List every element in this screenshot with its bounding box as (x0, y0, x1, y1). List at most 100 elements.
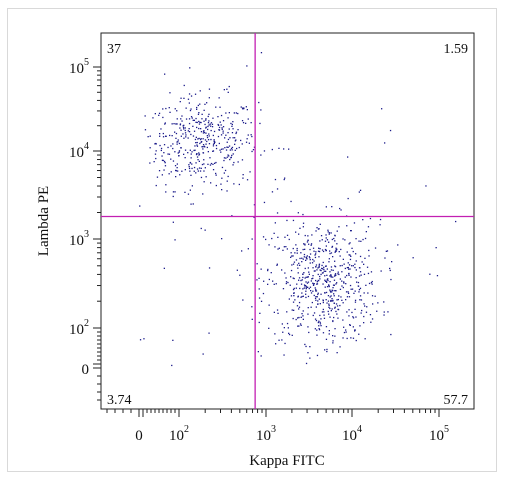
scatter-point (162, 159, 164, 162)
scatter-point (379, 218, 382, 221)
scatter-point (277, 312, 279, 314)
scatter-point (351, 311, 353, 314)
scatter-point (251, 318, 253, 320)
scatter-point (294, 299, 296, 301)
scatter-point (301, 261, 303, 263)
scatter-point (315, 299, 317, 301)
scatter-point (346, 296, 349, 298)
scatter-point (353, 222, 356, 224)
scatter-point (315, 288, 317, 291)
scatter-point (174, 191, 176, 193)
scatter-point (338, 295, 340, 297)
scatter-point (199, 121, 201, 123)
scatter-point (355, 269, 357, 271)
scatter-point (335, 283, 337, 285)
scatter-point (340, 296, 342, 298)
scatter-point (340, 248, 342, 251)
scatter-point (253, 204, 256, 206)
scatter-point (217, 116, 219, 118)
scatter-point (201, 113, 203, 115)
scatter-point (222, 130, 224, 132)
scatter-point (335, 247, 337, 249)
scatter-point (360, 312, 362, 314)
scatter-point (149, 162, 151, 164)
scatter-point (302, 248, 304, 251)
scatter-point (179, 101, 181, 103)
scatter-point (365, 311, 368, 313)
scatter-point (344, 239, 346, 241)
scatter-point (334, 273, 337, 275)
scatter-point (370, 321, 372, 323)
scatter-point (268, 304, 270, 306)
scatter-point (285, 246, 287, 248)
scatter-point (178, 142, 181, 145)
scatter-point (227, 138, 230, 141)
scatter-point (263, 201, 266, 204)
scatter-point (274, 222, 276, 224)
scatter-point (381, 108, 383, 110)
scatter-point (330, 252, 333, 254)
scatter-point (218, 129, 220, 131)
scatter-point (312, 277, 314, 279)
scatter-point (224, 147, 226, 149)
scatter-point (285, 277, 287, 279)
scatter-point (334, 335, 336, 337)
scatter-point (218, 97, 220, 99)
scatter-point (325, 270, 327, 272)
scatter-point (192, 203, 194, 205)
scatter-point (324, 292, 326, 294)
scatter-point (305, 259, 307, 261)
scatter-point (281, 339, 283, 341)
scatter-point (196, 145, 199, 147)
scatter-point (339, 255, 341, 257)
scatter-point (307, 276, 309, 278)
scatter-point (284, 272, 286, 274)
scatter-point (352, 326, 354, 328)
scatter-point (199, 170, 202, 172)
x-tick-label: 102 (169, 424, 189, 444)
scatter-point (218, 142, 220, 145)
scatter-point (322, 332, 325, 334)
scatter-point (215, 174, 217, 176)
scatter-point (312, 314, 314, 317)
scatter-point (325, 237, 327, 239)
scatter-point (286, 248, 288, 250)
scatter-point (302, 226, 304, 228)
scatter-point (283, 354, 285, 356)
scatter-point (207, 139, 210, 141)
scatter-point (364, 237, 367, 240)
scatter-point (358, 191, 360, 193)
scatter-point (221, 189, 223, 191)
scatter-point (263, 150, 266, 152)
scatter-point (180, 97, 182, 99)
scatter-point (223, 157, 226, 159)
scatter-point (326, 348, 328, 351)
scatter-point (299, 287, 301, 290)
scatter-point (229, 149, 231, 151)
scatter-point (208, 120, 210, 122)
scatter-point (170, 158, 172, 160)
scatter-point (177, 139, 179, 141)
scatter-point (273, 311, 275, 313)
scatter-point (349, 268, 351, 270)
scatter-point (345, 299, 347, 301)
scatter-point (296, 283, 298, 285)
scatter-point (312, 275, 314, 277)
scatter-point (220, 148, 223, 150)
scatter-point (286, 234, 289, 236)
scatter-point (325, 250, 327, 252)
scatter-point (232, 164, 234, 166)
scatter-point (319, 303, 321, 305)
scatter-point (222, 132, 224, 134)
scatter-point (176, 110, 178, 112)
scatter-point (215, 161, 217, 164)
scatter-point (221, 166, 224, 169)
scatter-point (195, 121, 197, 123)
scatter-point (319, 248, 321, 250)
scatter-point (334, 306, 336, 308)
scatter-point (312, 282, 314, 284)
scatter-point (155, 150, 157, 152)
scatter-point (321, 272, 324, 274)
scatter-point (425, 185, 427, 187)
scatter-point (169, 134, 171, 137)
